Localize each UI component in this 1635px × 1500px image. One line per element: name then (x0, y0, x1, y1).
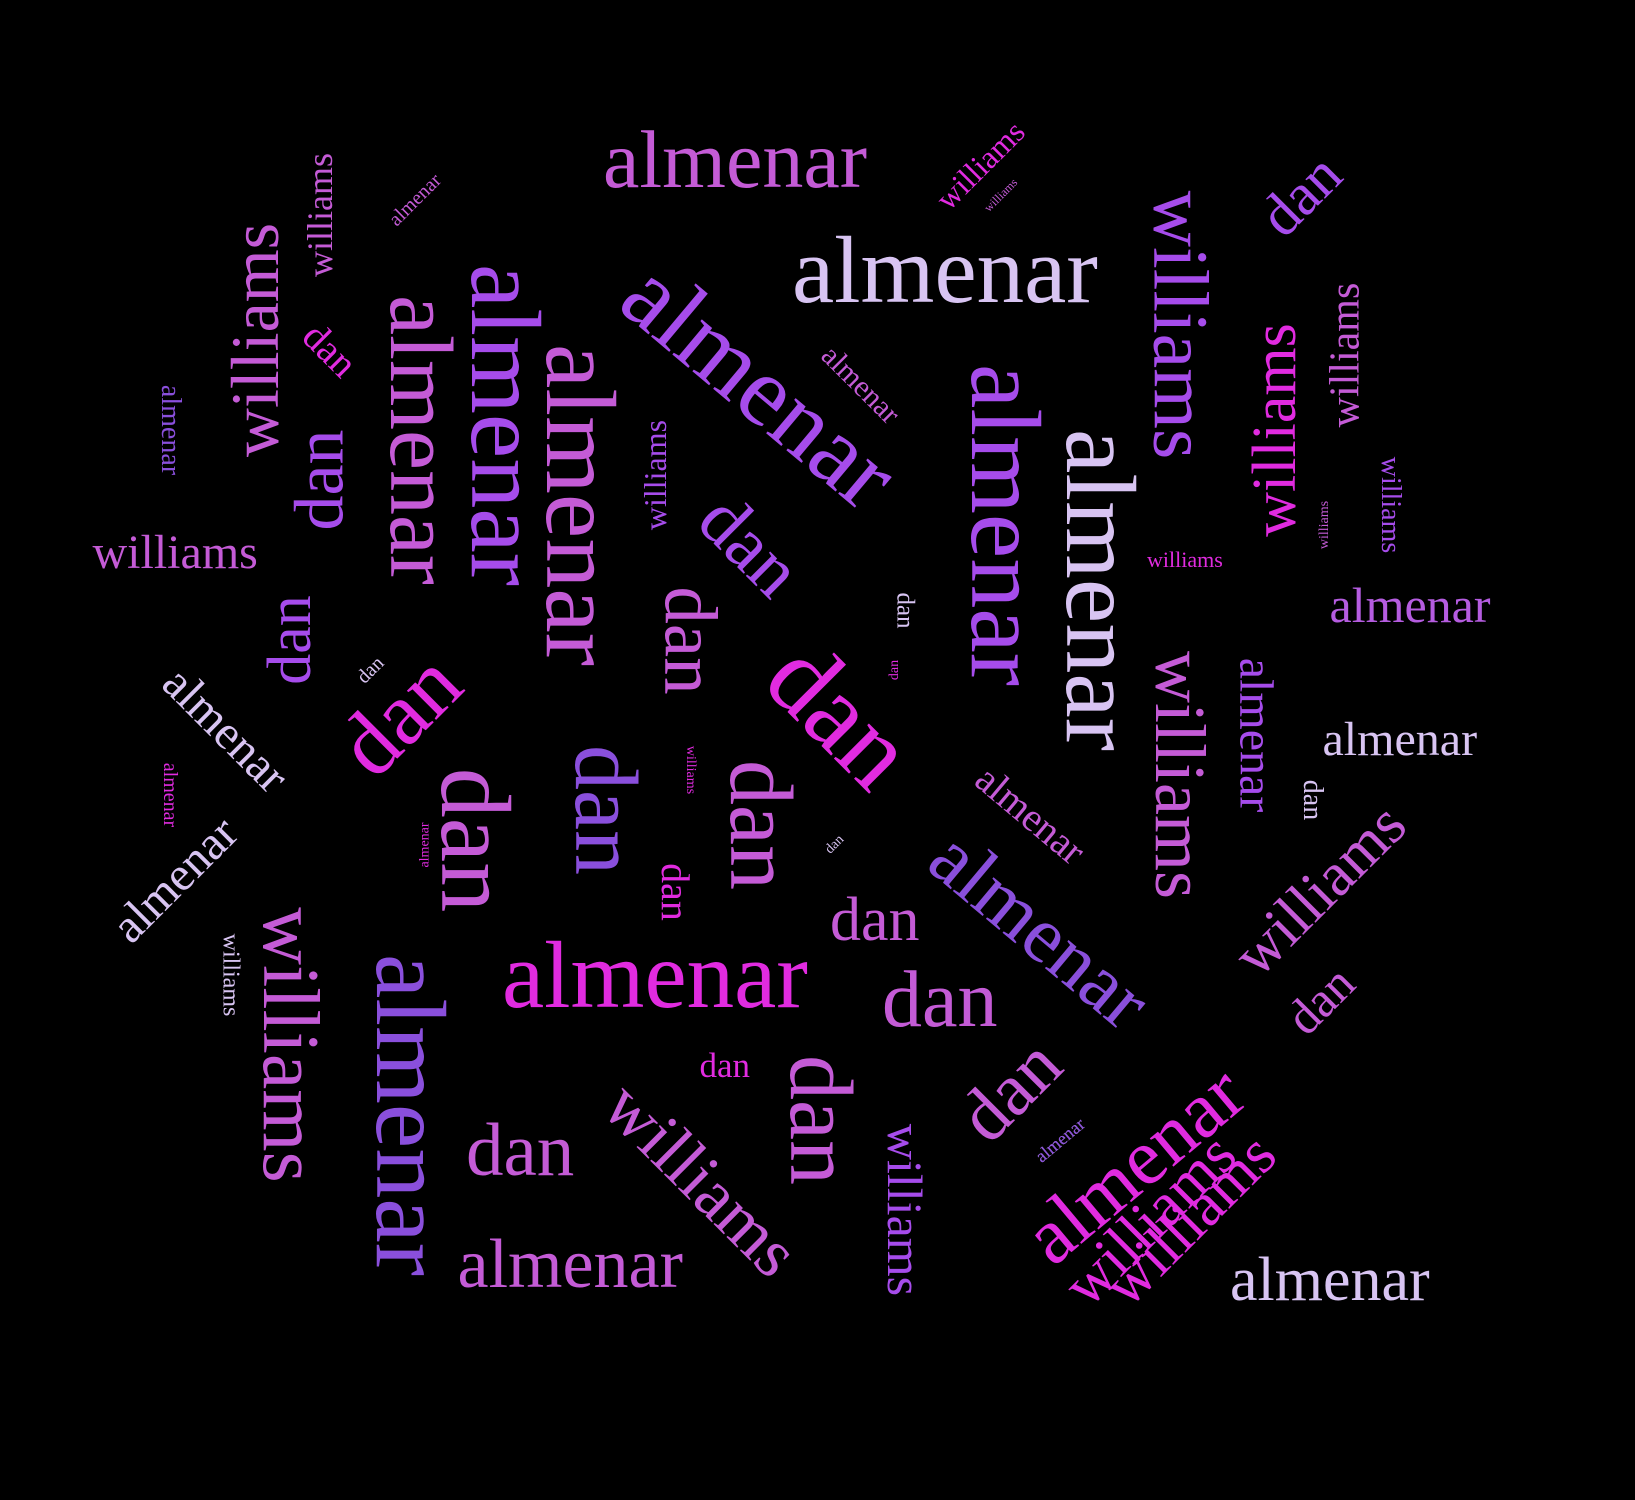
cloud-word-dan: dan (293, 313, 367, 386)
cloud-word-almenar: almenar (1045, 428, 1157, 752)
cloud-word-williams: williams (245, 907, 334, 1183)
cloud-word-almenar: almenar (384, 169, 446, 231)
cloud-word-williams: williams (1140, 651, 1220, 899)
cloud-word-williams: williams (217, 222, 294, 458)
cloud-word-almenar: almenar (1230, 1246, 1430, 1314)
cloud-word-almenar: almenar (525, 343, 637, 667)
cloud-word-almenar: almenar (355, 953, 467, 1277)
cloud-word-dan: dan (1245, 141, 1354, 249)
cloud-word-williams: williams (1220, 790, 1420, 990)
cloud-word-almenar: almenar (370, 295, 470, 585)
cloud-word-dan: dan (770, 1055, 870, 1185)
cloud-word-williams: williams (216, 933, 243, 1017)
cloud-word-dan: dan (648, 585, 732, 695)
cloud-word-almenar: almenar (1228, 657, 1282, 813)
cloud-word-williams: williams (1240, 323, 1309, 537)
cloud-word-williams: williams (637, 419, 674, 531)
cloud-word-dan: dan (1297, 779, 1329, 821)
cloud-word-almenar: almenar (457, 1226, 683, 1303)
cloud-word-dan: dan (652, 863, 698, 921)
cloud-word-almenar: almenar (792, 216, 1098, 323)
cloud-word-dan: dan (1274, 954, 1366, 1046)
cloud-word-almenar: almenar (101, 806, 248, 954)
cloud-word-almenar: almenar (155, 384, 187, 476)
cloud-word-almenar: almenar (950, 363, 1062, 687)
cloud-word-almenar: almenar (159, 762, 182, 828)
cloud-word-williams: williams (928, 113, 1032, 217)
cloud-word-williams: williams (683, 745, 699, 795)
cloud-word-dan: dan (882, 956, 998, 1044)
cloud-word-williams: williams (1321, 282, 1368, 428)
cloud-word-almenar: almenar (502, 921, 808, 1028)
cloud-word-williams: williams (92, 526, 258, 579)
cloud-word-dan: dan (420, 767, 532, 913)
cloud-word-almenar: almenar (603, 114, 868, 205)
cloud-word-dan: dan (710, 760, 810, 890)
cloud-word-almenar: almenar (1329, 577, 1491, 633)
cloud-word-almenar: almenar (1322, 713, 1478, 766)
cloud-word-dan: dan (887, 659, 903, 681)
cloud-word-williams: williams (1375, 456, 1407, 554)
cloud-word-dan: dan (466, 1108, 575, 1192)
cloud-word-williams: williams (1317, 500, 1333, 550)
cloud-word-williams: williams (300, 153, 340, 277)
cloud-word-dan: dan (830, 886, 920, 954)
cloud-word-dan: dan (699, 1045, 751, 1085)
cloud-word-dan: dan (255, 595, 324, 685)
cloud-word-dan: dan (281, 429, 359, 531)
cloud-word-dan: dan (822, 832, 848, 858)
cloud-word-williams: williams (1147, 547, 1223, 572)
cloud-word-williams: williams (1136, 190, 1224, 460)
cloud-word-dan: dan (555, 745, 655, 875)
cloud-word-williams: williams (877, 1123, 934, 1297)
cloud-word-dan: dan (891, 591, 919, 629)
